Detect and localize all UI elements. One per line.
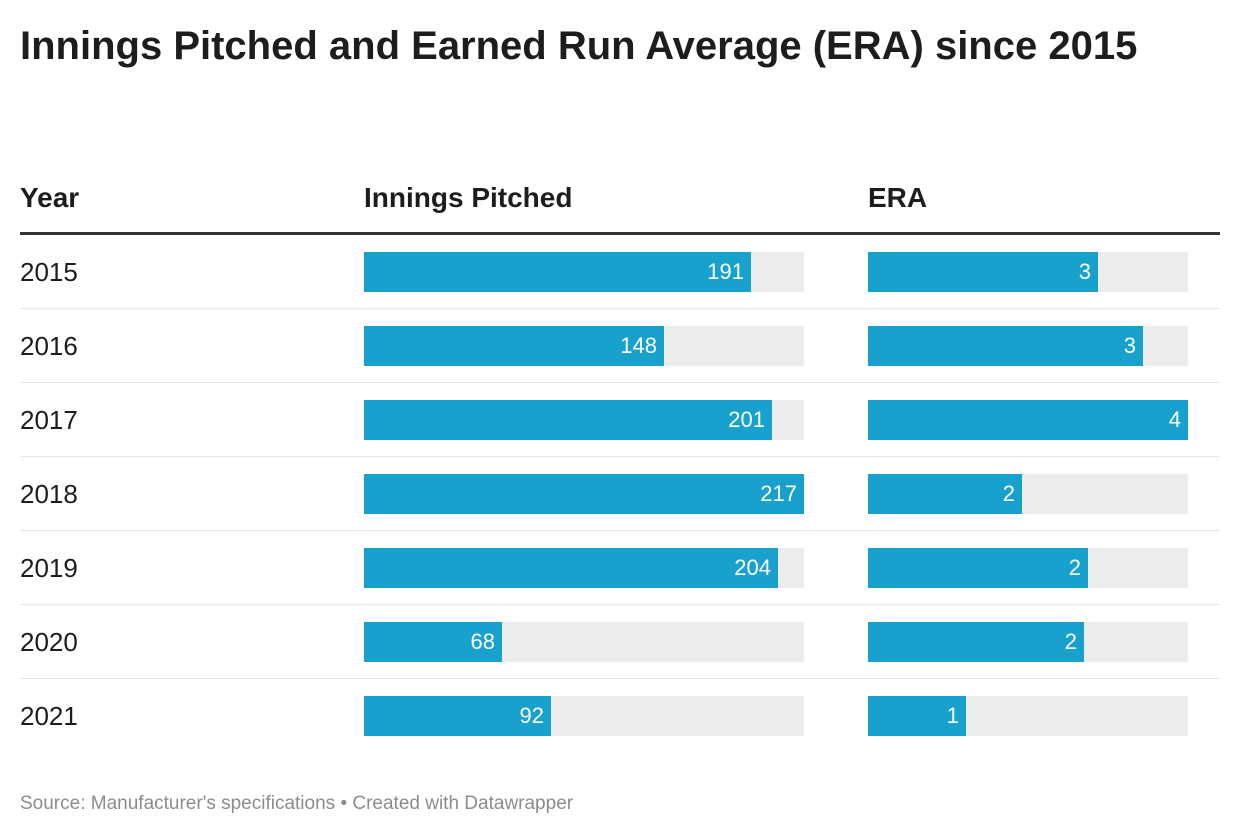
era-bar: 3 [868, 252, 1098, 292]
era-bar-track: 4 [868, 400, 1188, 440]
innings-bar-track: 92 [364, 696, 804, 736]
column-header-year: Year [20, 182, 80, 213]
era-bar-track: 2 [868, 474, 1188, 514]
table-row: 2021 92 1 [0, 679, 1240, 753]
innings-value-label: 217 [760, 481, 797, 506]
row-divider [20, 382, 1220, 383]
innings-bar: 204 [364, 548, 778, 588]
innings-bar: 201 [364, 400, 772, 440]
row-divider [20, 456, 1220, 457]
column-header-era: ERA [868, 182, 928, 213]
innings-bar: 148 [364, 326, 664, 366]
era-bar: 2 [868, 622, 1084, 662]
row-year: 2018 [20, 479, 78, 509]
era-value-label: 3 [1123, 333, 1136, 358]
innings-value-label: 201 [728, 407, 765, 432]
table-row: 2019 204 2 [0, 531, 1240, 605]
row-year: 2016 [20, 331, 78, 361]
innings-bar: 92 [364, 696, 551, 736]
table-row: 2020 68 2 [0, 605, 1240, 679]
innings-bar-track: 148 [364, 326, 804, 366]
era-bar-track: 3 [868, 326, 1188, 366]
table-row: 2017 201 4 [0, 383, 1240, 457]
innings-bar-track: 68 [364, 622, 804, 662]
era-bar: 2 [868, 474, 1022, 514]
innings-bar-track: 191 [364, 252, 804, 292]
row-year: 2020 [20, 627, 78, 657]
table-row: 2016 148 3 [0, 309, 1240, 383]
source-note: Source: Manufacturer's specifications • … [20, 793, 574, 814]
row-divider [20, 678, 1220, 679]
era-bar: 2 [868, 548, 1088, 588]
row-year: 2019 [20, 553, 78, 583]
row-divider [20, 530, 1220, 531]
row-year: 2017 [20, 405, 78, 435]
era-value-label: 3 [1078, 259, 1091, 284]
innings-value-label: 92 [519, 703, 544, 728]
innings-bar: 191 [364, 252, 751, 292]
era-bar-track: 1 [868, 696, 1188, 736]
chart-title: Innings Pitched and Earned Run Average (… [20, 24, 1138, 68]
era-bar-track: 3 [868, 252, 1188, 292]
era-bar: 3 [868, 326, 1143, 366]
column-header-innings-pitched: Innings Pitched [364, 182, 573, 213]
innings-value-label: 191 [707, 259, 744, 284]
innings-value-label: 68 [470, 629, 495, 654]
table-header: Year Innings Pitched ERA [0, 180, 1240, 216]
innings-bar-track: 204 [364, 548, 804, 588]
table-row: 2015 191 3 [0, 235, 1240, 309]
era-bar-track: 2 [868, 622, 1188, 662]
era-bar: 1 [868, 696, 966, 736]
era-value-label: 4 [1168, 407, 1181, 432]
row-year: 2015 [20, 257, 78, 287]
era-bar: 4 [868, 400, 1188, 440]
innings-bar: 217 [364, 474, 804, 514]
innings-bar-track: 201 [364, 400, 804, 440]
row-divider [20, 308, 1220, 309]
era-value-label: 2 [1068, 555, 1081, 580]
row-divider [20, 604, 1220, 605]
header-divider [20, 232, 1220, 235]
era-value-label: 2 [1002, 481, 1015, 506]
innings-bar: 68 [364, 622, 502, 662]
era-bar-track: 2 [868, 548, 1188, 588]
era-value-label: 2 [1064, 629, 1077, 654]
table-row: 2018 217 2 [0, 457, 1240, 531]
innings-bar-track: 217 [364, 474, 804, 514]
row-year: 2021 [20, 701, 78, 731]
innings-value-label: 148 [620, 333, 657, 358]
era-value-label: 1 [946, 703, 959, 728]
innings-value-label: 204 [734, 555, 771, 580]
